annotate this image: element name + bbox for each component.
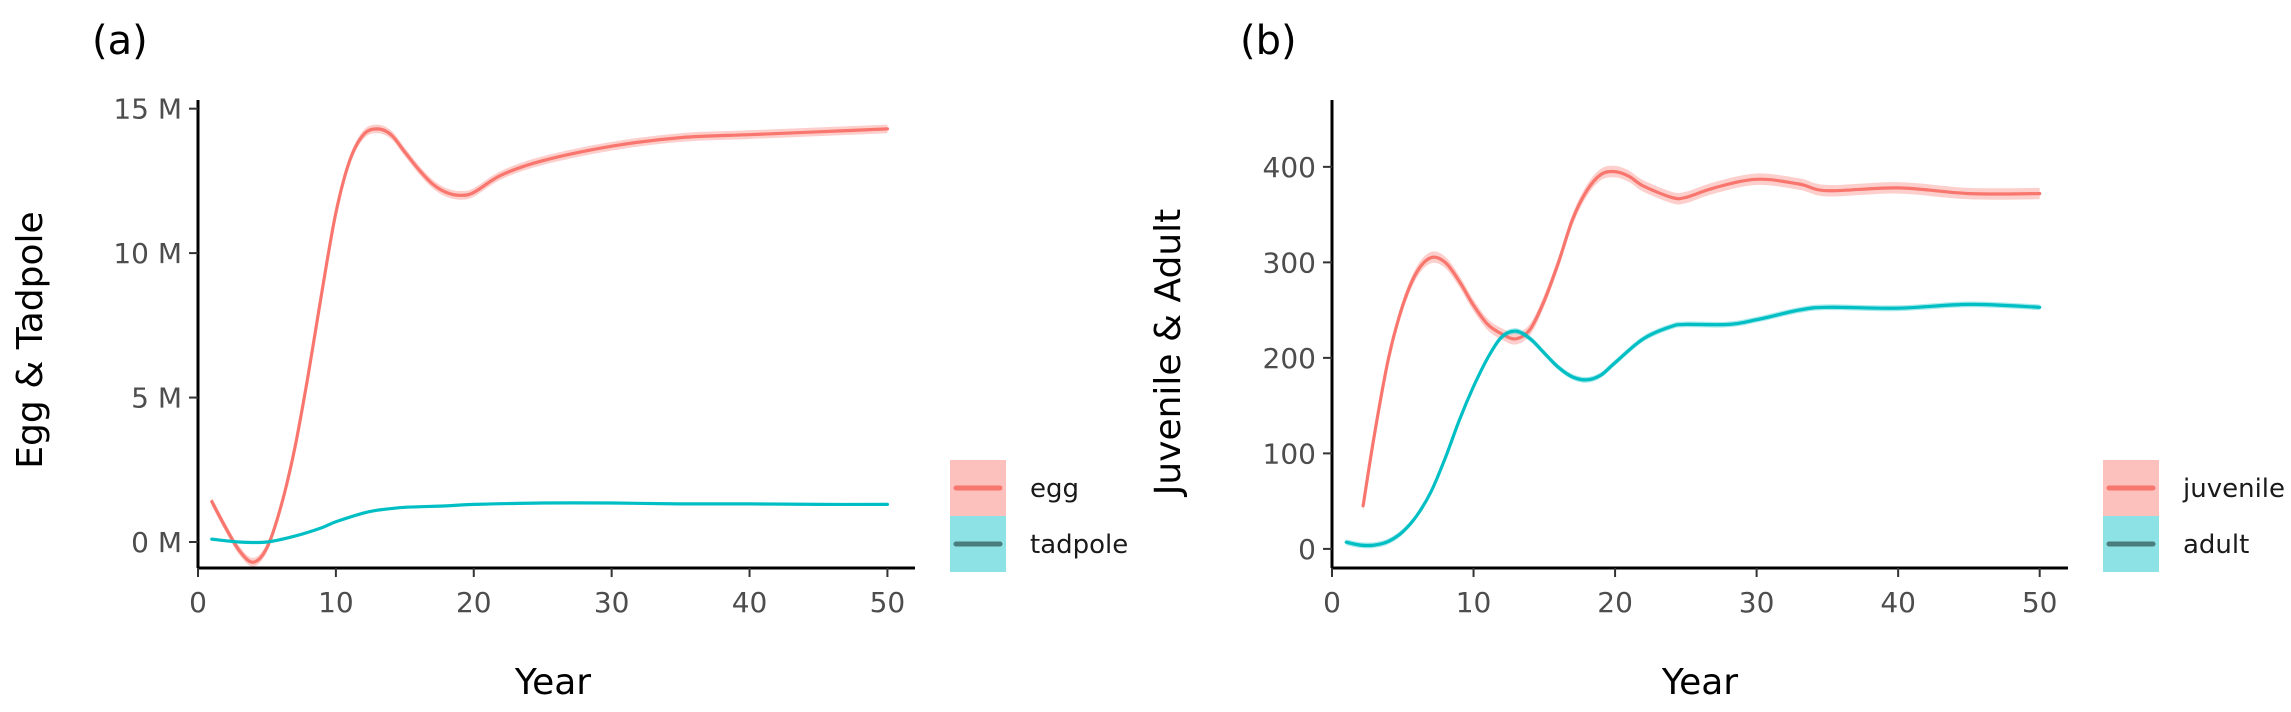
panel-b-label: (b) [1240,18,1297,64]
adult-series-line [1344,302,2042,548]
panel-a-x-tick-label: 0 [189,586,207,619]
panel-b-x-tick-label: 30 [1739,586,1775,619]
panel-b-x-tick-label: 10 [1456,586,1492,619]
tadpole-confidence-band [211,501,888,544]
adult-confidence-band [1346,301,2040,549]
egg-series-line [210,127,889,564]
panel-a-x-tick-label: 30 [594,586,630,619]
panel-b-x-tick-label: 50 [2022,586,2058,619]
panel-a: (a) Egg & Tadpole Year 0 10 20 30 40 50 0 M 5 M… [10,18,1128,703]
panel-b-x-tick-label: 40 [1880,586,1916,619]
juvenile-series-line [1361,169,2042,508]
panel-a-y-axis-title: Egg & Tadpole [10,211,51,468]
panel-b-x-tick-label: 0 [1323,586,1341,619]
panel-b-y-tick-label: 0 [1298,533,1316,566]
panel-a-y-tick-label: 10 M [113,237,182,270]
panel-b-y-tick-label: 300 [1263,246,1316,279]
legend-label-juvenile: juvenile [2182,474,2285,504]
panel-a-y-tick-label: 0 M [131,526,182,559]
panel-a-x-tick-label: 10 [318,586,354,619]
panel-a-x-axis-title: Year [514,662,591,703]
panel-b-legend: juvenile adult [2103,460,2285,572]
panel-b-x-tick-label: 20 [1597,586,1633,619]
panel-a-y-tick-label: 5 M [131,382,182,415]
panel-b: (b) Juvenile & Adult Year 0 10 20 30 40 50 0 10… [1148,18,2285,703]
panel-a-x-tick-label: 40 [732,586,768,619]
panel-a-y-tick-label: 15 M [113,93,182,126]
panel-b-y-tick-label: 200 [1263,342,1316,375]
tadpole-series-line [210,501,889,545]
panel-a-legend: egg tadpole [950,460,1128,572]
panel-b-x-axis-title: Year [1661,662,1738,703]
juvenile-confidence-band [1363,165,2040,512]
panel-a-label: (a) [92,18,148,64]
panel-b-y-tick-label: 400 [1263,151,1316,184]
legend-label-adult: adult [2183,530,2249,560]
legend-label-egg: egg [1030,474,1079,504]
panel-b-y-tick-label: 100 [1263,437,1316,470]
panel-a-plot-area: 0 10 20 30 40 50 0 M 5 M 10 M 15 M [113,93,915,619]
panel-a-x-tick-label: 50 [870,586,906,619]
panel-a-x-tick-label: 20 [456,586,492,619]
panel-b-y-axis-title: Juvenile & Adult [1148,209,1189,498]
legend-label-tadpole: tadpole [1030,530,1128,560]
panel-b-plot-area: 0 10 20 30 40 50 0 100 200 300 400 [1263,100,2068,619]
